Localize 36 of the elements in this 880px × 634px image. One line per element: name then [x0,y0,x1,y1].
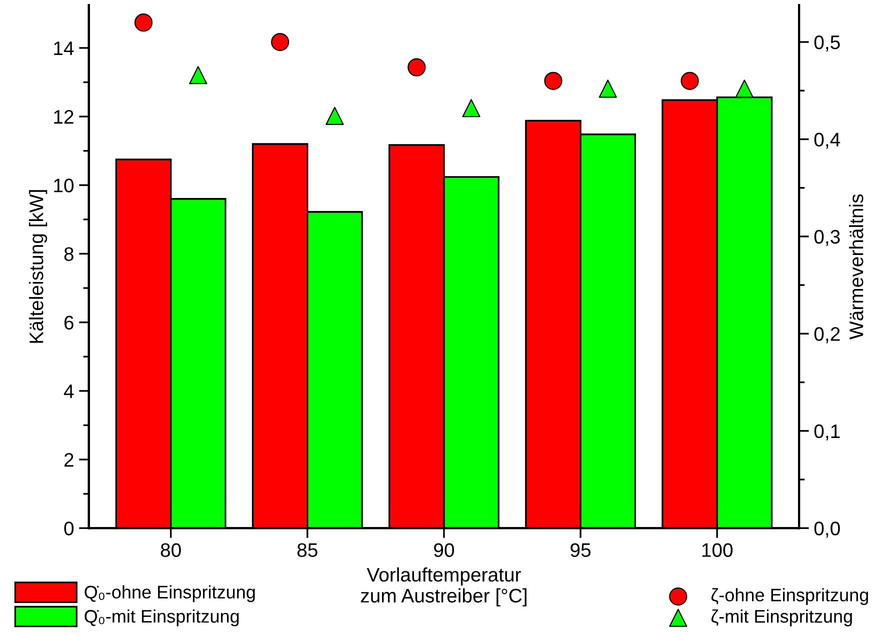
point [680,72,699,90]
point [189,66,208,84]
y-tick-label: 0 [64,522,74,536]
point [134,14,153,32]
y2-tick-label: 0,0 [814,522,840,538]
point [462,99,480,118]
y2-axis-title: Wärmeverhältnis [848,194,864,340]
y-tick-label: 6 [64,316,74,330]
y2-tick-label: 0,2 [814,327,840,344]
point [326,106,344,125]
point [598,80,617,98]
y-axis-title: Kälteleistung [kW] [28,190,48,343]
y2-tick-label: 0,1 [814,424,840,440]
y-tick-label: 8 [64,247,74,261]
point [271,32,290,52]
point [544,72,562,90]
y-tick-label: 2 [64,452,74,467]
y2-tick-label: 0,3 [814,230,840,246]
point [408,58,426,76]
y-tick-label: 12 [54,110,74,124]
legend-label: ζ-ohne Einspritzung [711,588,868,605]
y2-tick-label: 0,4 [814,132,840,149]
point [735,80,754,98]
x-tick-label: 85 [297,543,318,557]
legend-label: Q̇₀-ohne Einspritzung [84,585,255,602]
y-tick-label: 14 [54,42,74,55]
x-tick-label: 100 [702,543,733,557]
x-tick-label: 80 [160,543,181,557]
y-tick-label: 10 [54,178,74,192]
x-tick-label: 90 [434,543,454,557]
y2-tick-label: 0,5 [814,35,840,52]
legend-label: Q̇₀-mit Einspritzung [84,609,239,626]
x-axis-title: Vorlauftemperatur zum Austreiber [°C] [360,567,526,606]
y-tick-label: 4 [64,384,74,398]
x-tick-label: 95 [570,543,591,557]
legend-label: ζ-mit Einspritzung [711,610,852,626]
